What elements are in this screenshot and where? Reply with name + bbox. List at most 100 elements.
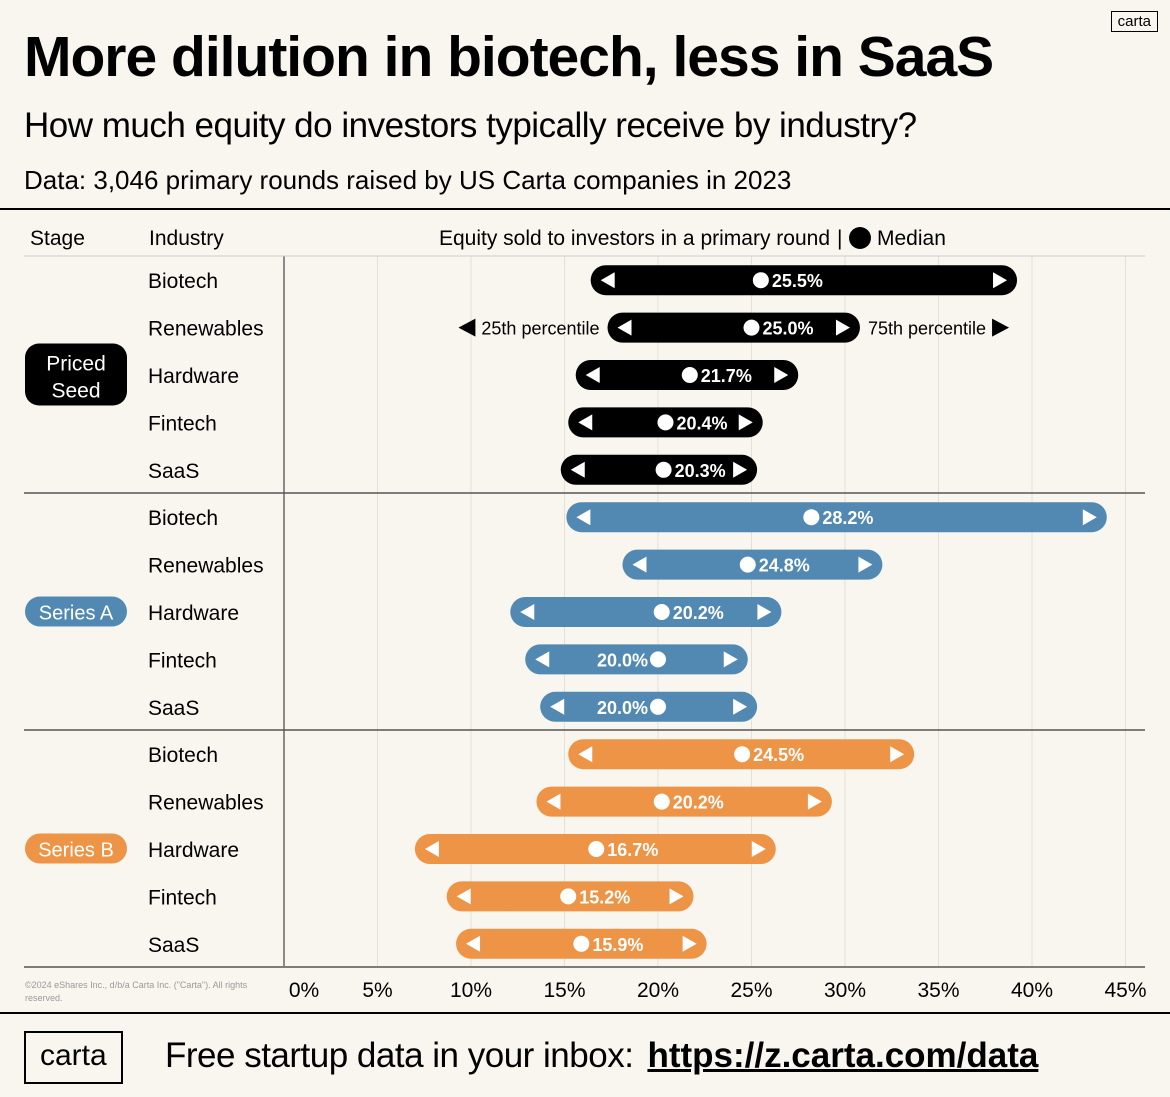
p75-arrow-icon [751,841,766,857]
p75-arrow-icon [890,746,905,763]
carta-logo: carta [1110,11,1158,32]
median-label: 25.5% [772,271,823,291]
industry-label: Fintech [148,886,217,909]
industry-label: Hardware [148,365,239,388]
footer-row: Free startup data in your inbox: https:/… [165,1036,1038,1076]
p25-arrow-icon [546,793,561,810]
p75-arrow-icon [774,367,789,383]
median-label: 15.2% [579,887,630,907]
range-bar [607,312,860,343]
separator: | [837,227,842,250]
median-dot [655,461,672,478]
x-tick-label: 5% [362,979,392,1002]
divider [0,1012,1170,1014]
copyright: ©2024 eShares Inc., d/b/a Carta Inc. ("C… [25,980,248,1003]
p25-annotation: 25th percentile [481,319,599,339]
median-dot [560,888,577,905]
annotation-left-arrow-icon [458,318,476,337]
chart-title: More dilution in biotech, less in SaaS [24,25,994,89]
x-tick-label: 40% [1011,979,1053,1002]
median-label: 25.0% [763,319,814,339]
median-dot [653,793,670,810]
range-bar [590,265,1018,296]
industry-label: Biotech [148,507,218,530]
annotation-right-arrow-icon [992,318,1010,337]
industry-label: Hardware [148,602,239,625]
p75-arrow-icon [669,888,684,905]
median-dot [752,272,769,289]
x-tick-label: 35% [917,979,959,1002]
range-bar [566,502,1107,533]
median-label: 16.7% [607,840,658,860]
footer-link[interactable]: https://z.carta.com/data [647,1036,1039,1075]
industry-label: SaaS [148,934,199,957]
median-dot [653,604,670,620]
p25-arrow-icon [576,509,591,526]
median-dot [734,746,751,763]
x-tick-label: 30% [824,979,866,1002]
median-legend-icon [849,227,871,249]
median-dot [588,841,605,857]
data-note: Data: 3,046 primary rounds raised by US … [24,165,792,195]
value-header: Equity sold to investors in a primary ro… [439,227,830,250]
industry-label: Fintech [148,649,217,672]
p25-arrow-icon [456,888,471,905]
median-label: 20.3% [675,461,726,481]
range-bar [510,597,782,627]
median-dot [650,651,666,668]
median-label: 20.4% [676,413,727,433]
p25-arrow-icon [424,841,439,857]
median-label: 20.2% [673,793,724,813]
range-bar [536,786,832,817]
p25-arrow-icon [632,556,647,573]
x-tick-label: 0% [289,979,319,1002]
median-label: 20.0% [597,698,648,718]
median-dot [573,935,590,952]
p75-arrow-icon [858,556,873,573]
median-dot [650,698,666,715]
p25-arrow-icon [520,604,535,620]
median-legend-label: Median [877,227,946,250]
industry-label: SaaS [148,460,199,483]
stage-label: Series A [39,603,114,625]
x-tick-label: 25% [730,979,772,1002]
p75-arrow-icon [807,793,822,810]
x-tick-label: 20% [637,979,679,1002]
median-label: 15.9% [592,935,643,955]
p75-arrow-icon [733,461,748,478]
stage-pill [25,833,127,864]
stage-pill [25,343,127,406]
p75-annotation: 75th percentile [868,319,986,339]
industry-label: Biotech [148,270,218,293]
x-tick-label: 10% [450,979,492,1002]
carta-logo-footer: carta [24,1031,123,1084]
divider [0,208,1170,210]
industry-header: Industry [149,227,224,250]
median-dot [803,509,820,526]
median-label: 24.8% [759,556,810,576]
p75-arrow-icon [1082,509,1097,526]
x-tick-label: 45% [1104,979,1146,1002]
p25-arrow-icon [466,935,481,952]
p25-arrow-icon [578,746,593,763]
industry-label: Renewables [148,555,264,578]
median-dot [739,556,756,573]
median-label: 21.7% [701,366,752,386]
p25-arrow-icon [585,367,600,383]
median-dot [743,319,760,336]
p75-arrow-icon [723,651,738,668]
p25-arrow-icon [578,414,593,431]
median-dot [657,414,674,431]
industry-label: Renewables [148,792,264,815]
x-tick-label: 15% [543,979,585,1002]
range-bar [525,644,748,675]
median-label: 24.5% [753,745,804,765]
p25-arrow-icon [550,698,565,715]
p25-arrow-icon [617,319,632,336]
industry-label: SaaS [148,697,199,720]
p25-arrow-icon [570,461,585,478]
median-dot [681,367,698,383]
industry-label: Hardware [148,839,239,862]
stage-pill [25,596,127,627]
